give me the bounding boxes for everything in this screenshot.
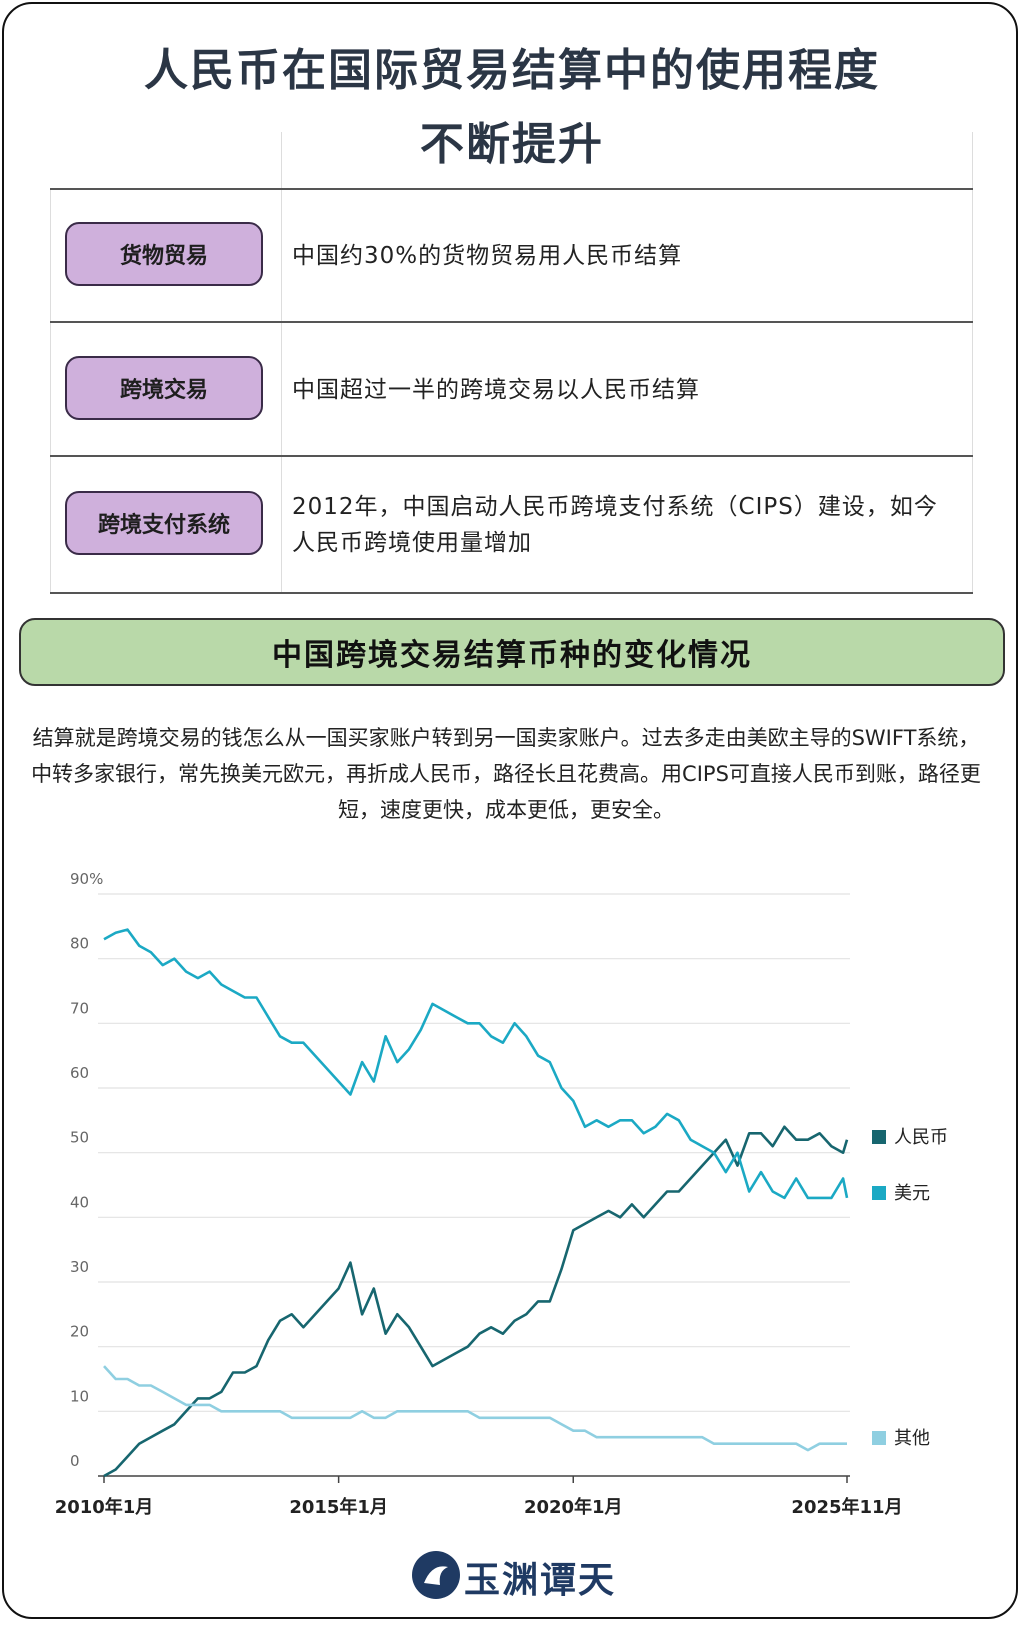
row-text: 2012年，中国启动人民币跨境支付系统（CIPS）建设，如今人民币跨境使用量增加 bbox=[292, 494, 938, 556]
y-tick-label: 20 bbox=[70, 1323, 89, 1341]
divider bbox=[972, 132, 973, 593]
logo-wave bbox=[424, 1566, 448, 1585]
row-line bbox=[50, 455, 973, 457]
series-line bbox=[103, 1365, 847, 1452]
logo-icon bbox=[412, 1551, 460, 1599]
title: 不断提升 bbox=[420, 119, 604, 170]
section-title: 中国跨境交易结算币种的变化情况 bbox=[19, 618, 1005, 686]
row-label: 跨境支付系统 bbox=[65, 491, 263, 555]
row-label: 货物贸易 bbox=[65, 222, 263, 286]
legend-swatch bbox=[872, 1130, 886, 1144]
series-line bbox=[103, 1125, 849, 1478]
y-tick-label: 90% bbox=[70, 870, 103, 888]
y-tick-label: 60 bbox=[70, 1064, 89, 1082]
row-line bbox=[50, 321, 973, 323]
y-tick-label: 0 bbox=[70, 1452, 80, 1470]
x-tick-label: 2010年1月 bbox=[55, 1496, 154, 1518]
x-tick-label: 2025年11月 bbox=[791, 1496, 902, 1518]
divider bbox=[281, 132, 282, 593]
divider bbox=[50, 190, 51, 593]
x-tick-label: 2015年1月 bbox=[289, 1496, 388, 1518]
legend-label: 其他 bbox=[894, 1428, 930, 1449]
row-line bbox=[50, 592, 973, 594]
legend-label: 人民币 bbox=[894, 1127, 948, 1148]
y-tick-label: 10 bbox=[70, 1387, 89, 1405]
legend-label: 美元 bbox=[894, 1183, 930, 1204]
chart: 0 10 20 30 40 50 60 70 90% 80 2010年1月 2015年1月 2020年1… bbox=[55, 870, 948, 1518]
row-label: 跨境交易 bbox=[65, 356, 263, 420]
y-tick-label: 50 bbox=[70, 1129, 89, 1147]
row-line bbox=[50, 188, 973, 190]
legend-swatch bbox=[872, 1186, 886, 1200]
description: 结算就是跨境交易的钱怎么从一国买家账户转到另一国卖家账户。过去多走由美欧主导的S… bbox=[31, 726, 981, 822]
logo: 玉渊谭天 bbox=[410, 1545, 630, 1603]
y-tick-label: 70 bbox=[70, 999, 89, 1017]
y-tick-label: 30 bbox=[70, 1258, 89, 1276]
logo-text: 玉渊谭天 bbox=[464, 1559, 617, 1601]
title: 人民币在国际贸易结算中的使用程度 bbox=[144, 45, 880, 96]
x-tick-label: 2020年1月 bbox=[524, 1496, 623, 1518]
row-text: 中国约30%的货物贸易用人民币结算 bbox=[292, 243, 683, 269]
legend-swatch bbox=[872, 1431, 886, 1445]
series-line bbox=[103, 928, 849, 1200]
y-tick-label: 80 bbox=[70, 935, 89, 953]
y-tick-label: 40 bbox=[70, 1193, 89, 1211]
row-text: 中国超过一半的跨境交易以人民币结算 bbox=[292, 377, 700, 403]
